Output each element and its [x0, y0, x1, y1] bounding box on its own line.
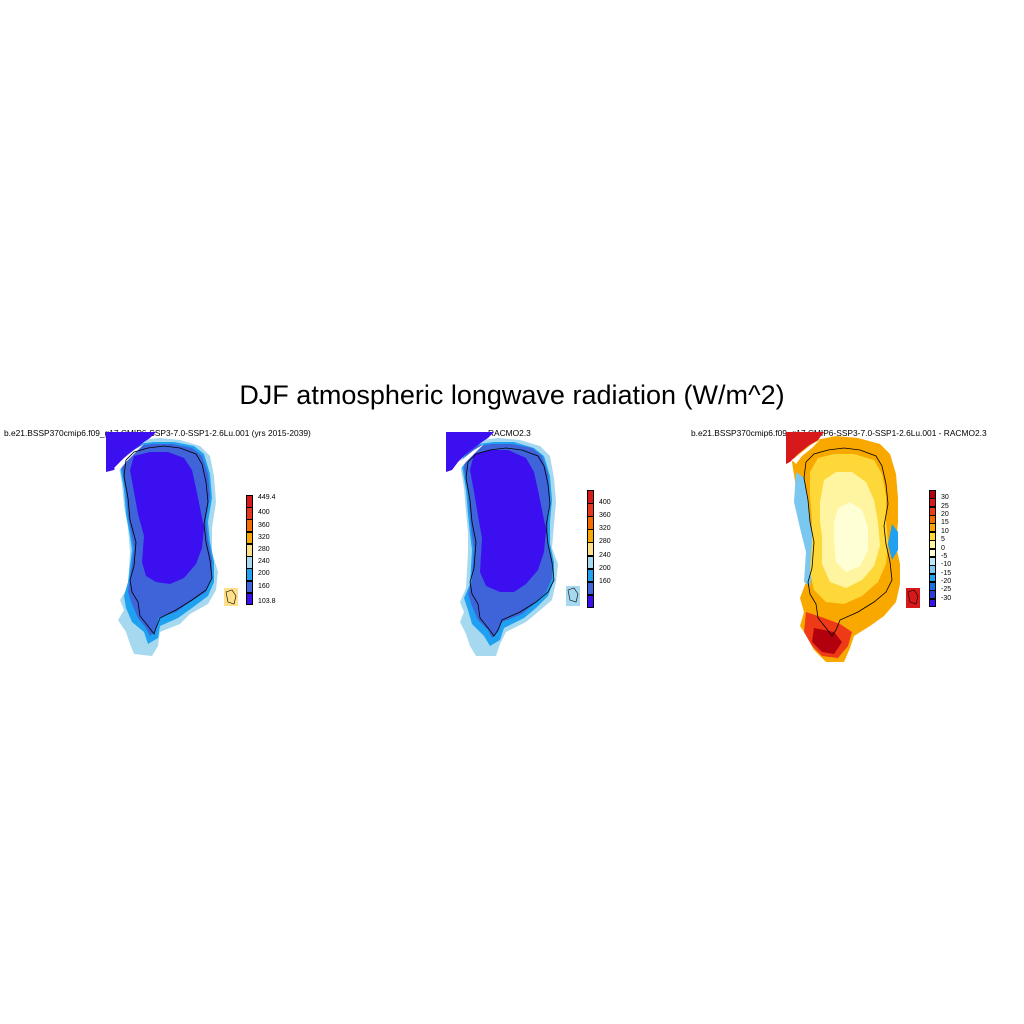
colorbar-3-label: -25 [941, 586, 952, 594]
colorbar-3-label: -10 [941, 561, 952, 569]
colorbar-1-label: 360 [258, 521, 270, 529]
colorbar-2-label: 240 [599, 551, 611, 559]
colorbar-3-label: 15 [941, 519, 949, 527]
panel-2-interior-low [470, 450, 546, 592]
colorbar-3-label: 20 [941, 511, 949, 519]
colorbar-2-box [587, 529, 594, 543]
colorbar-2-box [587, 555, 594, 570]
colorbar-3-box [929, 581, 936, 591]
panel-3-inlet-gap [792, 440, 820, 464]
panel-3-title: b.e21.BSSP370cmip6.f09_g17.CMIP6-SSP3-7.… [691, 428, 987, 438]
colorbar-1-box [246, 495, 253, 508]
colorbar-1-box [246, 568, 253, 582]
colorbar-3-label: 30 [941, 494, 949, 502]
panel-2-inlet-gap [454, 444, 484, 472]
colorbar-3-label: -15 [941, 569, 952, 577]
colorbar-3-label: 10 [941, 527, 949, 535]
panel-1-colorbar: 449.4 400 360 320 280 240 200 160 103.8 [246, 494, 286, 606]
colorbar-3-box [929, 565, 936, 575]
panel-2-coastline [465, 447, 555, 637]
colorbar-2-label: 280 [599, 538, 611, 546]
colorbar-3-box [929, 590, 936, 600]
colorbar-2-label: 400 [599, 499, 611, 507]
panel-2-iceland-patch [566, 586, 580, 606]
panel-1-iceland-coast [225, 589, 237, 605]
panel-3-colorbar: 30 25 20 15 10 5 0 -5 -10 -15 -20 -25 -30 [929, 490, 969, 608]
panel-2-iceland-coast [567, 587, 579, 603]
panel-3-map [786, 432, 920, 662]
colorbar-2-box [587, 568, 594, 583]
colorbar-3-label: -5 [941, 552, 948, 560]
colorbar-3-box [929, 540, 936, 549]
colorbar-2-box [587, 594, 594, 609]
colorbar-3-box [929, 598, 936, 608]
panel-3-iceland-patch [906, 588, 920, 608]
panel-3-iceland-coast [907, 589, 919, 605]
colorbar-1-box [246, 592, 253, 606]
panel-1-map [106, 432, 238, 656]
colorbar-3-label: 25 [941, 502, 949, 510]
colorbar-1-box [246, 556, 253, 569]
colorbar-3-box [929, 506, 936, 516]
colorbar-1-box [246, 543, 253, 557]
panel-2-title: RACMO2.3 [488, 428, 531, 438]
colorbar-3-label: -20 [941, 577, 952, 585]
colorbar-2-label: 320 [599, 525, 611, 533]
colorbar-3-label: -30 [941, 594, 952, 602]
colorbar-2-label: 200 [599, 564, 611, 572]
colorbar-2-box [587, 542, 594, 557]
colorbar-1-box [246, 507, 253, 520]
colorbar-1-label: 160 [258, 582, 270, 590]
colorbar-2-label: 360 [599, 512, 611, 520]
colorbar-2-box [587, 516, 594, 530]
colorbar-1-label: 103.8 [258, 598, 276, 605]
panel-2-north-inlet [446, 432, 494, 472]
colorbar-3-box [929, 523, 936, 533]
panel-3-coastline [803, 447, 893, 637]
colorbar-2-box [587, 503, 594, 517]
colorbar-3-box [929, 498, 936, 508]
colorbar-1-box [246, 531, 253, 545]
panel-3-interior-lightest [834, 502, 868, 572]
panel-1-north-inlet [106, 432, 156, 472]
panel-3-west-cool [794, 472, 814, 586]
colorbar-1-label: 200 [258, 570, 270, 578]
colorbar-3-box [929, 531, 936, 541]
colorbar-1-label: 400 [258, 509, 270, 517]
colorbar-1-label: 449.4 [258, 494, 276, 501]
panel-2-map [446, 432, 580, 656]
colorbar-1-box [246, 519, 253, 533]
panel-1-coastline [123, 445, 213, 635]
colorbar-3-box [929, 573, 936, 583]
colorbar-1-label: 280 [258, 546, 270, 553]
colorbar-3-label: 5 [941, 536, 945, 544]
panel-1-interior-low [130, 452, 204, 584]
colorbar-2-box [587, 581, 594, 596]
colorbar-1-label: 320 [258, 533, 270, 541]
panel-3-east-cool [888, 524, 898, 560]
panel-3-south-deep [812, 628, 842, 654]
panel-3-north-warm [786, 432, 824, 464]
colorbar-1-box [246, 580, 253, 594]
panel-2-colorbar: 400 360 320 280 240 200 160 [587, 490, 627, 609]
colorbar-1-label: 240 [258, 558, 270, 566]
colorbar-3-label: 0 [941, 544, 945, 552]
figure-title: DJF atmospheric longwave radiation (W/m^… [239, 380, 785, 410]
colorbar-3-box [929, 556, 936, 566]
colorbar-2-label: 160 [599, 577, 611, 585]
colorbar-3-box [929, 515, 936, 524]
panel-1-title: b.e21.BSSP370cmip6.f09_g17.CMIP6-SSP3-7.… [4, 428, 311, 438]
colorbar-2-box [587, 490, 594, 504]
